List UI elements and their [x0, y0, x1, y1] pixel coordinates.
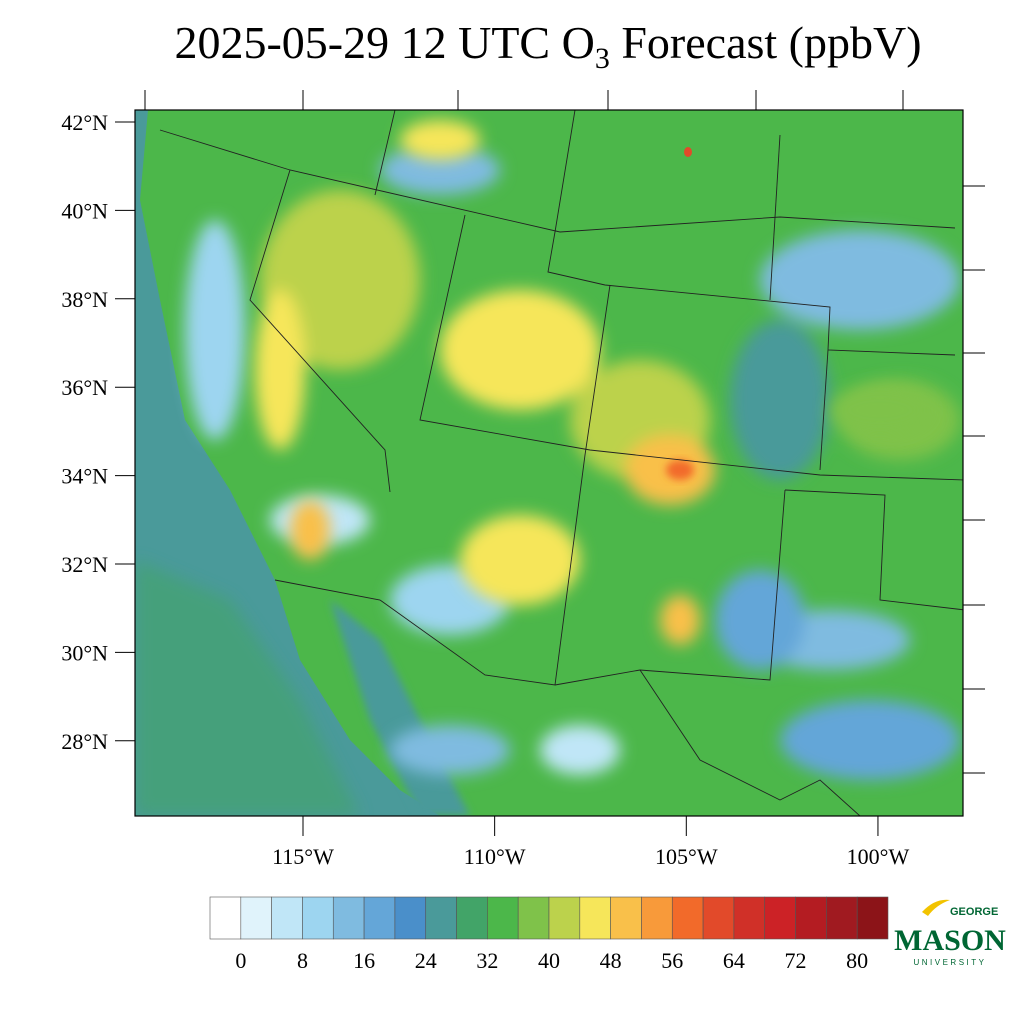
colorbar-label: 48 [600, 948, 622, 973]
colorbar-label: 56 [661, 948, 683, 973]
logo-bottom: UNIVERSITY [913, 958, 986, 967]
title-main: 2025-05-29 12 UTC O [174, 17, 594, 68]
colorbar-label: 8 [297, 948, 308, 973]
title-rest: Forecast (ppbV) [610, 17, 922, 68]
lat-label: 30°N [61, 640, 108, 665]
colorbar-box [764, 896, 796, 940]
logo: GEORGE MASON UNIVERSITY [894, 899, 1006, 967]
colorbar-box [363, 896, 396, 940]
colorbar-label: 32 [476, 948, 498, 973]
colorbar-box [826, 896, 858, 940]
lat-label: 42°N [61, 110, 108, 135]
colorbar-box [394, 896, 427, 940]
lon-label: 115°W [272, 844, 334, 869]
logo-top: GEORGE [950, 906, 998, 918]
colorbar-box [548, 896, 581, 940]
colorbar-box [425, 896, 457, 940]
lat-label: 32°N [61, 552, 108, 577]
lon-label: 100°W [847, 844, 910, 869]
lat-label: 40°N [61, 198, 108, 223]
title-subscript: 3 [595, 42, 610, 75]
title: 2025-05-29 12 UTC O3 Forecast (ppbV) [174, 17, 921, 75]
ozone-field [135, 110, 963, 816]
lat-label: 38°N [61, 287, 108, 312]
colorbar-box [733, 896, 766, 940]
colorbar-box [702, 896, 735, 940]
colorbar: 0 8 16 24 32 40 48 56 64 72 80 [209, 896, 889, 973]
colorbar-box [456, 896, 488, 940]
frame-ticks [144, 90, 985, 774]
colorbar-box [332, 896, 365, 940]
lat-label: 34°N [61, 464, 108, 489]
colorbar-box [517, 896, 550, 940]
colorbar-box [610, 896, 642, 940]
colorbar-box [795, 896, 827, 940]
colorbar-box [302, 896, 334, 940]
lon-label: 105°W [655, 844, 718, 869]
colorbar-label: 0 [235, 948, 246, 973]
colorbar-label: 64 [723, 948, 745, 973]
colorbar-box [641, 896, 673, 940]
lat-label: 36°N [61, 375, 108, 400]
colorbar-label: 16 [353, 948, 375, 973]
colorbar-box [856, 896, 889, 940]
lon-label: 110°W [464, 844, 526, 869]
lat-label: 28°N [61, 729, 108, 754]
colorbar-box [209, 896, 242, 940]
map-frame [134, 109, 964, 817]
colorbar-label: 72 [785, 948, 807, 973]
colorbar-label: 24 [415, 948, 437, 973]
colorbar-label: 40 [538, 948, 560, 973]
colorbar-box [487, 896, 519, 940]
colorbar-box [271, 896, 303, 940]
colorbar-box [671, 896, 704, 940]
colorbar-box [240, 896, 272, 940]
logo-main: MASON [894, 924, 1006, 957]
colorbar-label: 80 [846, 948, 868, 973]
axes: 42°N 40°N 38°N 36°N 34°N 32°N 30°N 28°N 115°W 110… [61, 110, 909, 869]
colorbar-box [579, 896, 611, 940]
